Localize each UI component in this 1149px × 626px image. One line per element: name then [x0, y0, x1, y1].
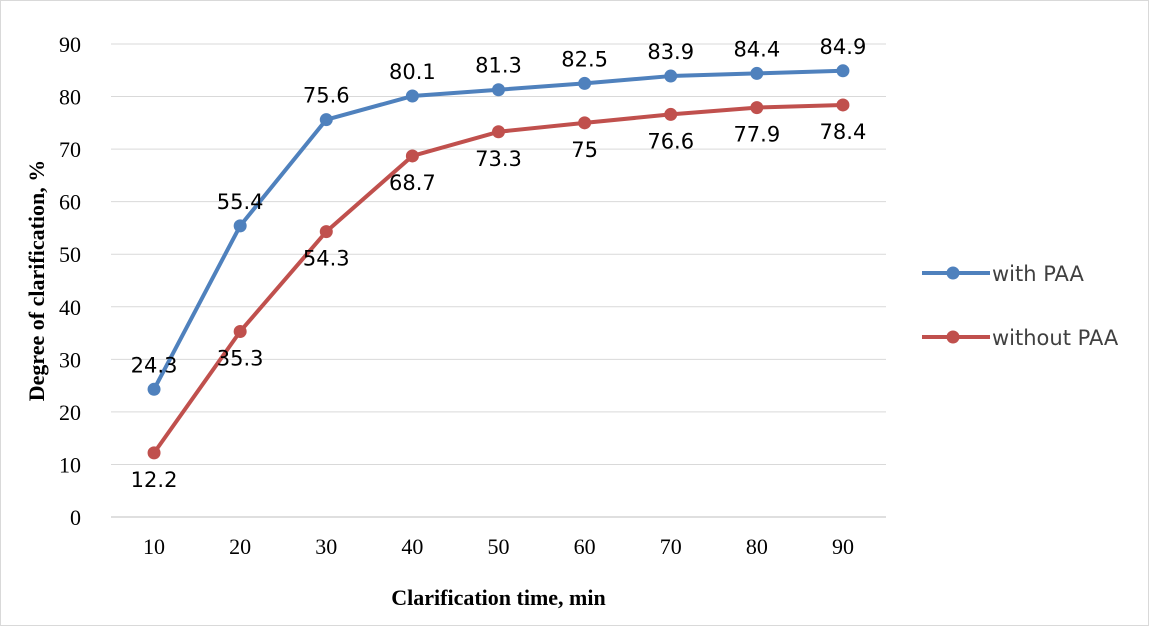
data-label: 83.9 [647, 40, 694, 64]
y-axis-title: Degree of clarification, % [24, 160, 49, 402]
data-point [664, 69, 678, 83]
y-tick-label: 80 [59, 85, 81, 110]
legend-label-1: with PAA [992, 262, 1084, 286]
data-point [147, 446, 161, 460]
series-layer [147, 64, 850, 460]
x-tick-label: 80 [746, 534, 768, 559]
data-label: 84.4 [733, 37, 780, 61]
data-point [578, 76, 592, 90]
x-axis-title: Clarification time, min [391, 585, 605, 610]
x-tick-label: 40 [401, 534, 423, 559]
data-point [664, 107, 678, 121]
y-tick-label: 30 [59, 347, 81, 372]
data-label: 81.3 [475, 54, 522, 78]
axis-ticks: 0 10 20 30 40 50 60 70 80 90 10 20 30 40 50 60 70 80 90 [59, 32, 854, 559]
data-point [836, 64, 850, 78]
data-point [233, 219, 247, 233]
data-label: 77.9 [733, 123, 780, 147]
data-point [405, 149, 419, 163]
data-point [319, 225, 333, 239]
x-tick-label: 60 [574, 534, 596, 559]
data-label: 24.3 [131, 353, 178, 377]
x-tick-label: 50 [488, 534, 510, 559]
data-point [750, 66, 764, 80]
y-tick-label: 0 [70, 505, 81, 530]
data-point [319, 113, 333, 127]
y-tick-label: 70 [59, 137, 81, 162]
data-label: 80.1 [389, 60, 436, 84]
data-label: 12.2 [131, 468, 178, 492]
y-tick-label: 20 [59, 400, 81, 425]
data-label: 76.6 [647, 129, 694, 153]
data-labels: 24.3 55.4 75.6 80.1 81.3 82.5 83.9 84.4 84.9 12.2… [131, 35, 867, 492]
data-label: 75 [571, 138, 598, 162]
data-point [836, 98, 850, 112]
data-point [750, 101, 764, 115]
y-tick-label: 10 [59, 452, 81, 477]
data-label: 82.5 [561, 47, 608, 71]
x-tick-label: 30 [315, 534, 337, 559]
series-line-1 [152, 68, 844, 391]
data-label: 78.4 [820, 120, 867, 144]
y-tick-label: 60 [59, 190, 81, 215]
data-point [405, 89, 419, 103]
x-tick-label: 20 [229, 534, 251, 559]
data-point [147, 382, 161, 396]
legend-marker-1 [946, 266, 960, 280]
x-tick-label: 10 [143, 534, 165, 559]
data-label: 73.3 [475, 147, 522, 171]
data-label: 55.4 [217, 190, 264, 214]
y-tick-label: 90 [59, 32, 81, 57]
data-label: 68.7 [389, 171, 436, 195]
data-point [578, 116, 592, 130]
legend: with PAA without PAA [922, 262, 1119, 350]
legend-marker-2 [946, 330, 960, 344]
y-tick-label: 40 [59, 295, 81, 320]
data-label: 35.3 [217, 346, 264, 370]
data-label: 54.3 [303, 247, 350, 271]
data-label: 84.9 [820, 35, 867, 59]
data-point [233, 324, 247, 338]
data-label: 75.6 [303, 84, 350, 108]
x-tick-label: 70 [660, 534, 682, 559]
y-tick-label: 50 [59, 242, 81, 267]
grid [111, 43, 886, 518]
legend-label-2: without PAA [992, 326, 1119, 350]
data-point [492, 125, 505, 139]
data-point [492, 83, 505, 97]
x-tick-label: 90 [832, 534, 854, 559]
